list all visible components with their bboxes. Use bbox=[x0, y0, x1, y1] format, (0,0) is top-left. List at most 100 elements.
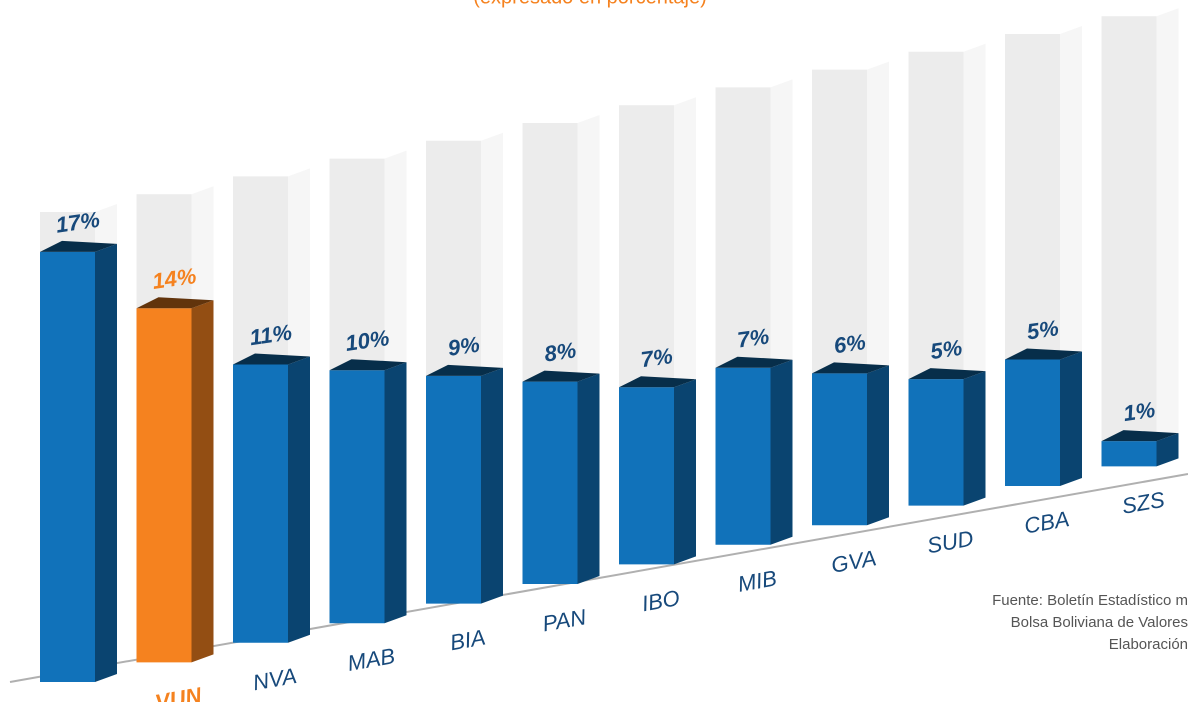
x-tick-label: IBO bbox=[640, 585, 682, 616]
bar-top bbox=[40, 240, 117, 252]
bar-front bbox=[619, 387, 674, 565]
bar-side bbox=[95, 243, 117, 682]
value-label: 11% bbox=[248, 319, 293, 350]
ghost-side bbox=[577, 115, 600, 382]
bar-top bbox=[908, 368, 986, 380]
ghost-side bbox=[867, 61, 889, 374]
ghost-front bbox=[426, 140, 481, 376]
ghost-front bbox=[715, 87, 771, 368]
bar-side bbox=[963, 371, 986, 506]
bar-group: 11% NVA bbox=[233, 168, 310, 695]
bar-front bbox=[522, 381, 578, 584]
bar-front bbox=[908, 379, 964, 506]
bar-group: 5% CBA bbox=[1005, 26, 1082, 539]
ghost-front bbox=[812, 69, 867, 374]
ghost-side bbox=[770, 79, 793, 368]
value-label: 10% bbox=[344, 325, 391, 356]
ghost-front bbox=[329, 158, 385, 371]
ghost-side bbox=[1060, 26, 1082, 360]
ghost-side bbox=[288, 168, 310, 365]
ghost-front bbox=[1101, 16, 1157, 442]
bar-group: 9% BIA bbox=[426, 132, 503, 656]
ghost-front bbox=[619, 105, 674, 388]
bar-group: 14% VUN bbox=[136, 186, 214, 702]
bar-front bbox=[426, 375, 481, 604]
bar-group: 5% SUD bbox=[908, 43, 986, 559]
value-label: 14% bbox=[151, 263, 198, 294]
bar-side bbox=[1060, 351, 1082, 486]
bar-group: 7% MIB bbox=[715, 79, 793, 597]
bar-front bbox=[40, 251, 95, 682]
bar-top bbox=[1101, 430, 1179, 442]
bar-top bbox=[715, 356, 793, 368]
source-line: Elaboración bbox=[1109, 636, 1188, 653]
bar-top bbox=[426, 364, 503, 376]
bar-group: 1% SZS bbox=[1101, 8, 1179, 519]
bar-group: 8% PAN bbox=[522, 115, 600, 636]
bar-front bbox=[1005, 359, 1060, 486]
x-tick-label: MAB bbox=[346, 643, 397, 676]
x-tick-label: SUD bbox=[925, 526, 975, 559]
bar-side bbox=[674, 379, 696, 565]
bar-side bbox=[577, 373, 600, 584]
bar-group: 7% IBO bbox=[619, 97, 696, 616]
x-tick-label: BIA bbox=[448, 625, 487, 656]
value-label: 9% bbox=[446, 332, 481, 361]
bar-front bbox=[329, 370, 385, 624]
bar-side bbox=[288, 356, 310, 643]
bar-front bbox=[812, 373, 867, 526]
bar-side bbox=[191, 300, 214, 663]
ghost-front bbox=[908, 51, 964, 380]
bar-front bbox=[1101, 441, 1157, 467]
x-tick-label: NVA bbox=[251, 663, 299, 695]
x-tick-label: VUN bbox=[153, 682, 204, 702]
chart-subtitle: (expresado en porcentaje) bbox=[473, 0, 706, 8]
ghost-front bbox=[522, 123, 578, 382]
bar-side bbox=[1156, 433, 1179, 467]
ghost-side bbox=[384, 150, 407, 371]
ghost-side bbox=[95, 204, 117, 252]
bar-top bbox=[522, 370, 600, 382]
source-line: Fuente: Boletín Estadístico m bbox=[992, 592, 1188, 609]
bar-top bbox=[1005, 348, 1082, 360]
ghost-front bbox=[233, 176, 288, 365]
bar-top bbox=[812, 362, 889, 374]
ghost-front bbox=[1005, 34, 1060, 360]
value-label: 7% bbox=[639, 343, 674, 372]
value-label: 1% bbox=[1122, 397, 1157, 426]
value-label: 17% bbox=[54, 207, 101, 238]
bar-top bbox=[233, 353, 310, 365]
bar-group: 10% MAB bbox=[329, 150, 407, 676]
x-tick-label: CBA bbox=[1022, 506, 1071, 538]
ghost-side bbox=[674, 97, 696, 388]
x-tick-label: PAN bbox=[541, 604, 588, 636]
ghost-side bbox=[1156, 8, 1179, 442]
bar-front bbox=[715, 367, 771, 545]
bar-front bbox=[233, 364, 288, 643]
bar-top bbox=[619, 376, 696, 388]
ghost-side bbox=[481, 132, 503, 376]
ghost-side bbox=[191, 186, 214, 309]
bar-side bbox=[770, 359, 793, 545]
value-label: 8% bbox=[543, 337, 578, 366]
bar-side bbox=[384, 362, 407, 624]
bar-front bbox=[136, 308, 192, 663]
bar-top bbox=[329, 359, 407, 371]
bar-group: 6% GVA bbox=[812, 61, 889, 578]
x-tick-label: SZS bbox=[1120, 487, 1167, 519]
bar-side bbox=[481, 367, 503, 604]
bar-top bbox=[136, 297, 214, 309]
value-label: 5% bbox=[1025, 315, 1060, 344]
ghost-front bbox=[136, 194, 192, 309]
value-label: 6% bbox=[832, 329, 867, 358]
ghost-side bbox=[963, 43, 986, 380]
bar-group: 17%CAI bbox=[40, 204, 117, 682]
bar-side bbox=[867, 365, 889, 526]
x-tick-label: GVA bbox=[829, 545, 878, 577]
x-tick-label: MIB bbox=[736, 565, 779, 596]
ghost-front bbox=[40, 212, 95, 252]
source-line: Bolsa Boliviana de Valores bbox=[1011, 614, 1188, 631]
value-label: 7% bbox=[736, 323, 771, 352]
value-label: 5% bbox=[929, 335, 964, 364]
